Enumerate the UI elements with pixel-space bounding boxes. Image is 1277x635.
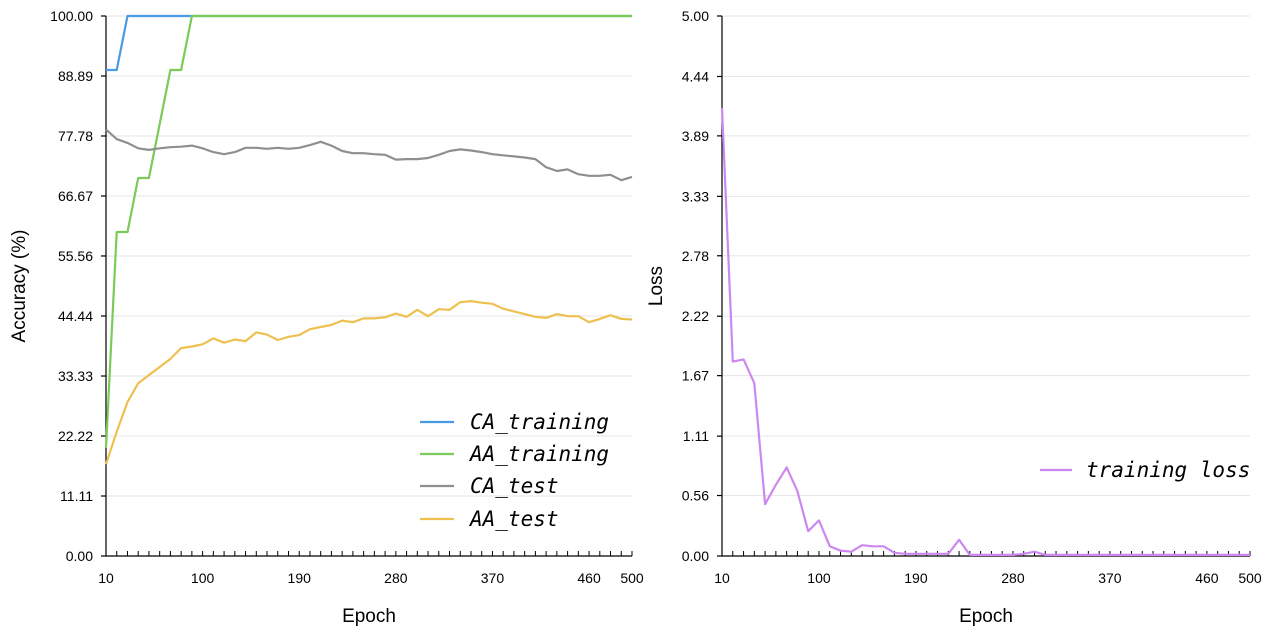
y-tick-label: 55.56	[58, 248, 93, 264]
accuracy-chart: 0.00 11.11 22.22 33.33 44.44 55.56 66.67 77.78 8…	[9, 8, 644, 627]
y-tick-label: 88.89	[58, 68, 93, 84]
x-tick-label: 460	[577, 570, 601, 586]
y-tick-label: 1.11	[683, 428, 709, 444]
y-tick-label: 1.67	[682, 368, 709, 384]
legend-label: AA_test	[468, 507, 559, 531]
y-tick-label: 44.44	[58, 308, 93, 324]
y-tick-label: 3.89	[682, 128, 709, 144]
y-tick-label: 77.78	[58, 128, 93, 144]
y-tick-label: 33.33	[58, 368, 93, 384]
x-axis-title: Epoch	[342, 606, 396, 627]
x-axis-title: Epoch	[959, 606, 1013, 627]
series-line-training-loss	[722, 108, 1250, 555]
legend-label: training loss	[1086, 458, 1250, 482]
x-tick-label: 100	[191, 570, 215, 586]
y-tick-label: 22.22	[58, 428, 93, 444]
y-tick-label: 0.00	[66, 548, 93, 564]
series-line-aa-training	[106, 16, 632, 448]
y-tick-label: 11.11	[60, 488, 93, 504]
series-line-ca-training	[106, 16, 632, 70]
y-tick-label: 100.00	[50, 8, 93, 24]
legend-label: AA_training	[468, 442, 609, 466]
legend-label: CA_training	[470, 410, 609, 434]
y-tick-label: 2.78	[682, 248, 709, 264]
x-tick-label: 370	[481, 570, 505, 586]
y-axis-title: Loss	[646, 266, 667, 306]
x-tick-label: 460	[1195, 570, 1219, 586]
x-tick-label: 500	[620, 570, 644, 586]
series-line-ca-test	[106, 129, 632, 180]
y-tick-label: 5.00	[682, 8, 709, 24]
legend-label: CA_test	[470, 474, 559, 498]
y-tick-label: 3.33	[682, 188, 709, 204]
x-tick-label: 100	[807, 570, 831, 586]
x-tick-label: 10	[714, 570, 730, 586]
x-tick-label: 500	[1238, 570, 1262, 586]
x-tick-label: 190	[904, 570, 928, 586]
y-tick-label: 0.56	[682, 488, 709, 504]
y-tick-label: 4.44	[682, 68, 709, 84]
y-axis-title: Accuracy (%)	[9, 230, 30, 343]
y-tick-label: 0.00	[682, 548, 709, 564]
x-tick-label: 280	[384, 570, 408, 586]
x-tick-label: 370	[1098, 570, 1122, 586]
y-tick-label: 2.22	[682, 308, 709, 324]
y-tick-label: 66.67	[58, 188, 93, 204]
series-line-aa-test	[106, 301, 632, 464]
x-tick-label: 10	[98, 570, 114, 586]
loss-chart: 0.00 0.56 1.11 1.67 2.22 2.78 3.33 3.89 4.44 5.00…	[646, 8, 1262, 627]
x-tick-label: 190	[288, 570, 312, 586]
x-tick-label: 280	[1001, 570, 1025, 586]
